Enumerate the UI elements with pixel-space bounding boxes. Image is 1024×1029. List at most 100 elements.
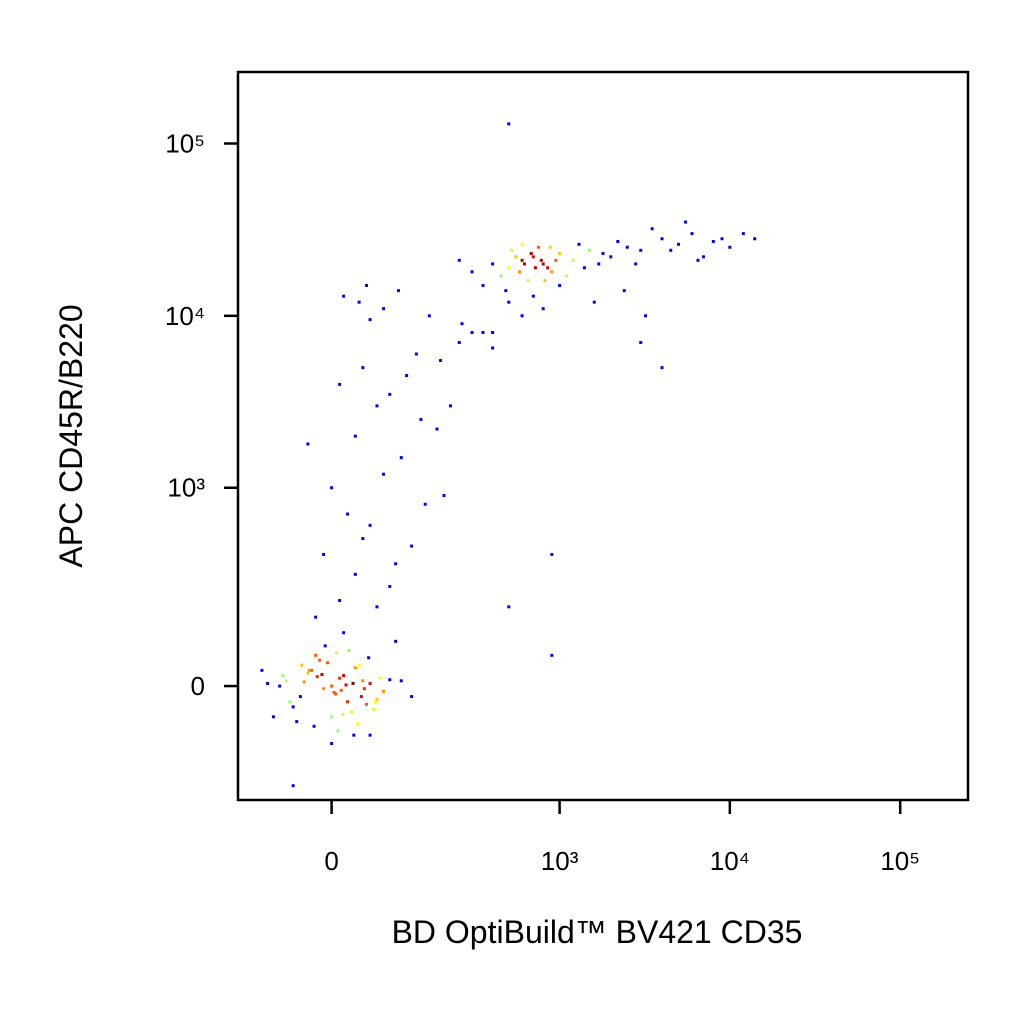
data-point	[307, 668, 311, 672]
data-point	[577, 242, 581, 246]
data-point	[367, 656, 371, 660]
data-point	[550, 270, 554, 274]
data-point	[399, 679, 403, 683]
data-point	[442, 494, 446, 498]
data-point	[394, 562, 398, 566]
data-point	[378, 676, 382, 680]
y-tick-label: 10³	[167, 473, 205, 503]
data-point	[507, 300, 511, 304]
data-point	[414, 352, 418, 356]
data-point	[306, 671, 310, 675]
data-point	[374, 700, 378, 704]
data-point	[669, 248, 673, 252]
data-point	[539, 258, 543, 262]
data-point	[330, 486, 334, 490]
data-point	[543, 279, 547, 283]
data-point	[622, 289, 626, 293]
data-point	[372, 707, 376, 711]
data-point	[334, 651, 338, 655]
data-point	[361, 537, 365, 541]
data-point	[346, 700, 350, 704]
data-point	[356, 722, 360, 726]
data-point	[548, 245, 552, 249]
data-point	[536, 245, 540, 249]
y-tick-label: 0	[191, 671, 205, 701]
data-point	[531, 255, 535, 259]
data-point	[368, 318, 372, 322]
data-point	[330, 741, 334, 745]
data-point	[278, 684, 282, 688]
data-point	[353, 666, 357, 670]
data-point	[435, 427, 439, 431]
data-point	[499, 274, 503, 278]
data-point	[342, 631, 346, 635]
data-point	[338, 382, 342, 386]
data-point	[625, 245, 629, 249]
data-point	[457, 258, 461, 262]
data-point	[696, 258, 700, 262]
data-point	[518, 270, 522, 274]
data-point	[298, 695, 302, 699]
data-point	[558, 283, 562, 287]
data-point	[359, 695, 363, 699]
data-point	[341, 712, 345, 716]
data-point	[322, 687, 326, 691]
data-point	[520, 314, 524, 318]
data-point	[336, 729, 340, 733]
data-point	[351, 681, 355, 685]
data-point	[720, 237, 724, 241]
data-point	[362, 687, 366, 691]
data-point	[601, 251, 605, 255]
data-point	[375, 404, 379, 408]
data-point	[470, 270, 474, 274]
data-point	[639, 248, 643, 252]
data-point	[361, 366, 365, 370]
data-point	[588, 248, 592, 252]
data-point	[728, 245, 732, 249]
data-point	[291, 784, 295, 788]
data-point	[388, 678, 392, 682]
data-point	[342, 674, 346, 678]
data-point	[310, 668, 314, 672]
data-point	[314, 615, 318, 619]
data-point	[677, 242, 681, 246]
data-point	[711, 239, 715, 243]
data-point	[332, 690, 336, 694]
y-tick-label: 10⁵	[165, 129, 205, 159]
data-point	[550, 653, 554, 657]
data-point	[295, 720, 299, 724]
x-tick-label: 10⁵	[880, 846, 920, 876]
data-point	[353, 572, 357, 576]
data-point	[448, 404, 452, 408]
data-point	[753, 237, 757, 241]
data-point	[650, 227, 654, 231]
data-point	[460, 322, 464, 326]
data-point	[520, 258, 524, 262]
data-point	[382, 472, 386, 476]
data-point	[388, 584, 392, 588]
data-point	[320, 673, 324, 677]
data-point	[375, 697, 379, 701]
data-point	[526, 279, 530, 283]
data-point	[510, 248, 514, 252]
data-point	[491, 346, 495, 350]
data-point	[507, 605, 511, 609]
data-point	[410, 544, 414, 548]
data-point	[288, 700, 292, 704]
data-point	[507, 122, 511, 126]
data-point	[410, 695, 414, 699]
data-point	[338, 676, 342, 680]
x-axis-title: BD OptiBuild™ BV421 CD35	[392, 914, 803, 950]
data-point	[644, 314, 648, 318]
data-point	[571, 258, 575, 262]
data-point	[284, 679, 288, 683]
data-point	[382, 307, 386, 311]
data-point	[330, 715, 334, 719]
data-point	[582, 266, 586, 270]
y-tick-label: 10⁴	[165, 301, 205, 331]
data-point	[312, 724, 316, 728]
data-point	[565, 274, 569, 278]
y-axis-title: APC CD45R/B220	[53, 304, 89, 567]
data-point	[364, 283, 368, 287]
